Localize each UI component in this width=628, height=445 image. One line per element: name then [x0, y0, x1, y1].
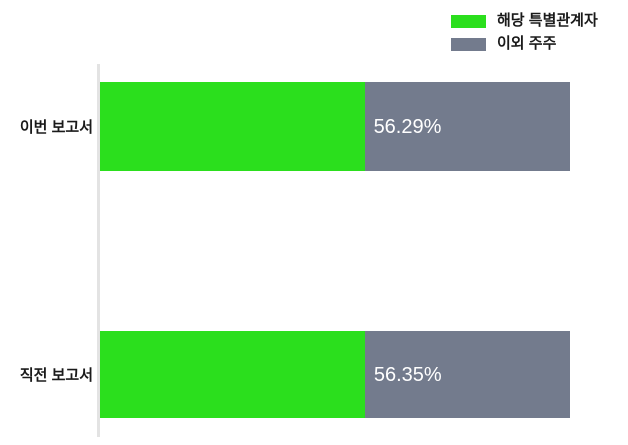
category-label: 이번 보고서 [19, 119, 93, 136]
legend-swatch [451, 14, 486, 28]
y-axis-line [97, 64, 100, 437]
legend-label: 이외 주주 [497, 35, 557, 52]
legend: 해당 특별관계자 이외 주주 [451, 13, 598, 52]
category-label: 직전 보고서 [19, 367, 93, 384]
value-label: 56.29% [373, 115, 442, 138]
bar-segment-primary [100, 82, 365, 171]
legend-item: 해당 특별관계자 [451, 13, 598, 29]
bar-segment-primary [100, 331, 365, 418]
bar-segment-secondary: 56.35% [364, 331, 570, 418]
value-label: 56.35% [373, 363, 442, 386]
bar-row: 56.35% [100, 331, 570, 418]
bar-segment-secondary: 56.29% [364, 82, 570, 171]
legend-swatch [451, 37, 486, 51]
legend-label: 해당 특별관계자 [497, 12, 598, 29]
legend-item: 이외 주주 [451, 36, 598, 52]
bar-row: 56.29% [100, 82, 570, 171]
